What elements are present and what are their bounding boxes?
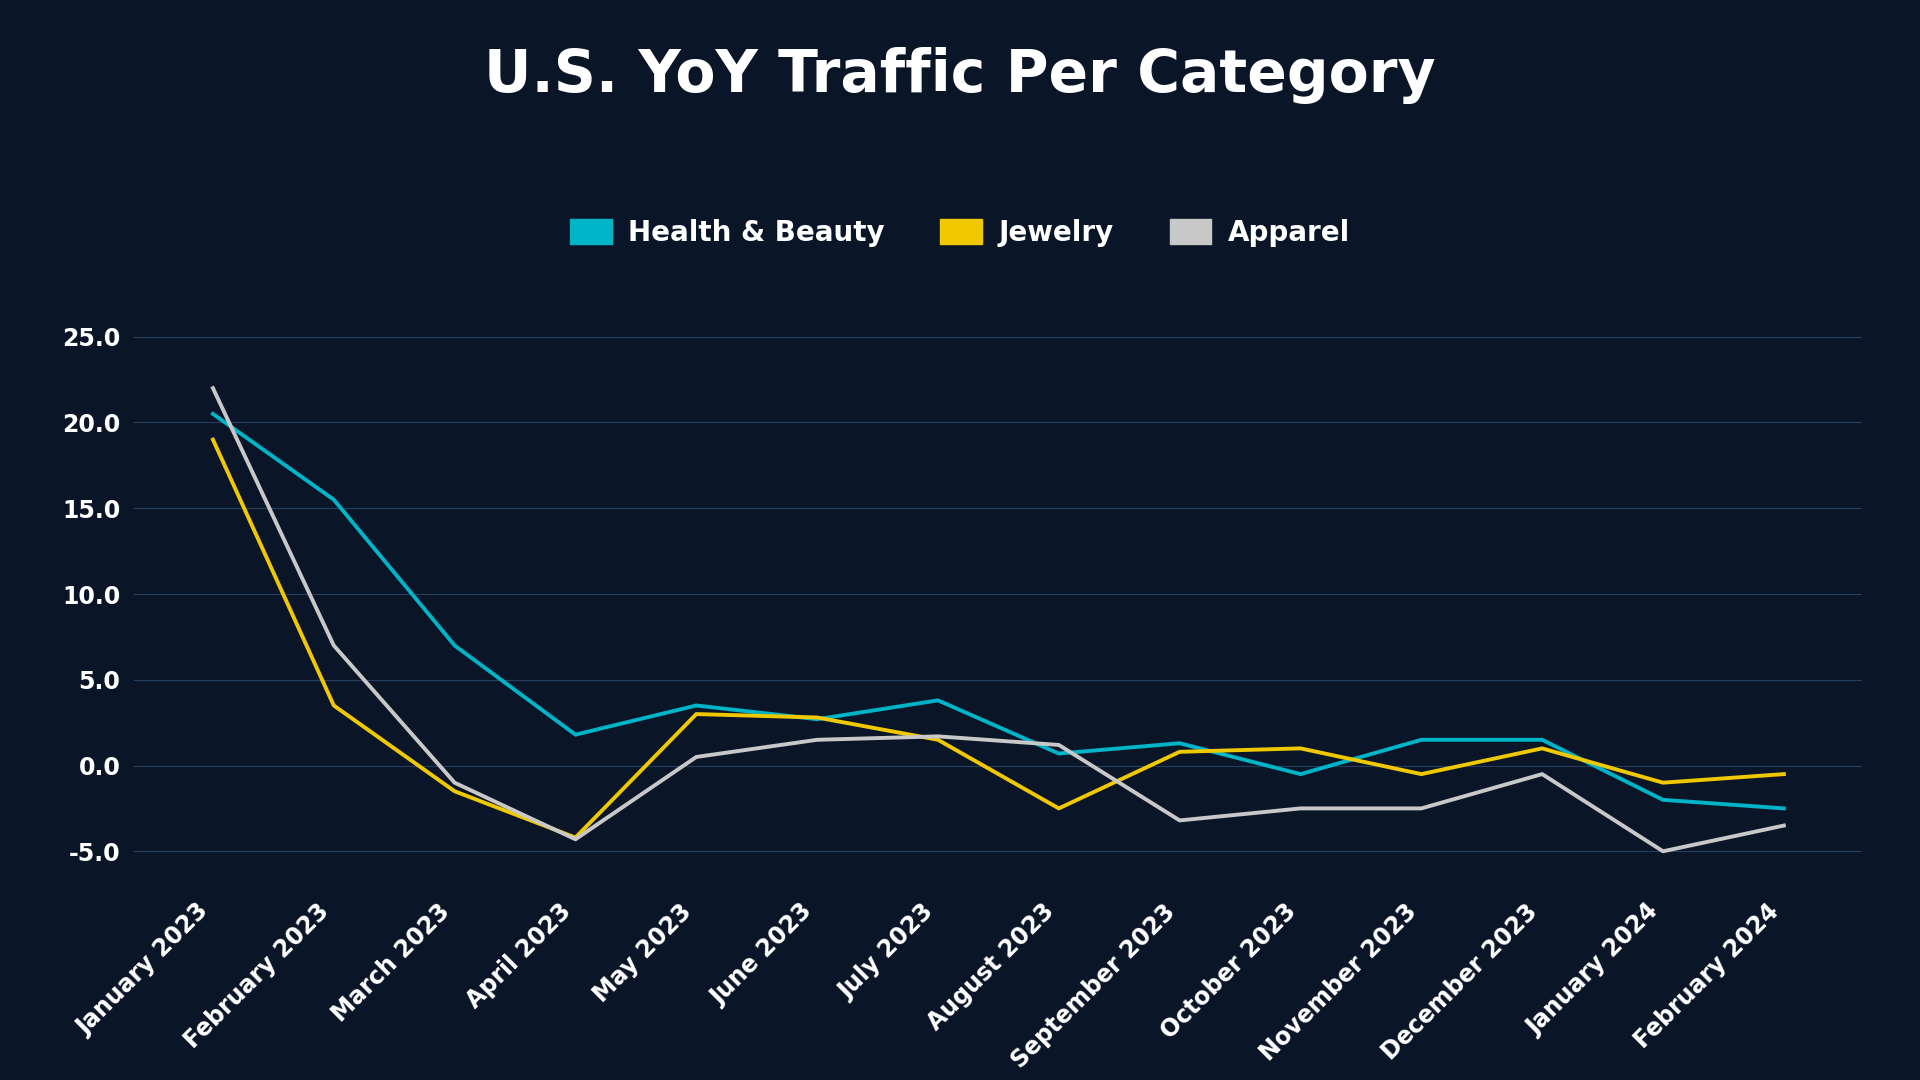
Legend: Health & Beauty, Jewelry, Apparel: Health & Beauty, Jewelry, Apparel bbox=[559, 208, 1361, 258]
Text: U.S. YoY Traffic Per Category: U.S. YoY Traffic Per Category bbox=[484, 48, 1436, 104]
